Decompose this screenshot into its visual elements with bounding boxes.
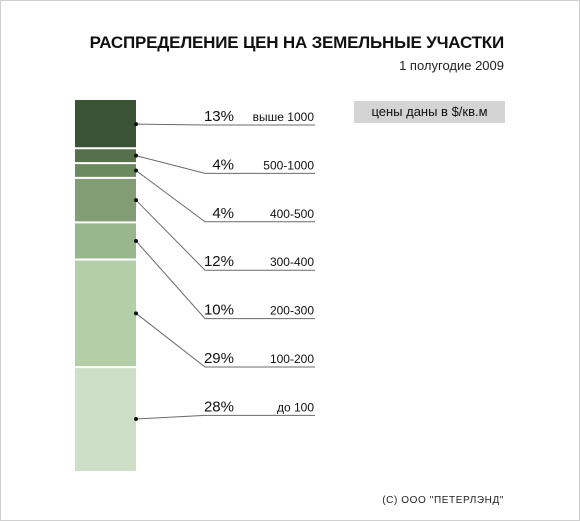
range-label: до 100 [277, 400, 314, 414]
leader-dot [134, 417, 138, 422]
bar-segment [75, 177, 136, 223]
range-label: 300-400 [270, 255, 314, 269]
unit-note-badge: цены даны в $/кв.м [354, 101, 505, 123]
leader-line [135, 199, 315, 271]
leader-dot [134, 153, 138, 158]
leader-dot [134, 168, 138, 173]
bar-segment [75, 100, 136, 149]
leader-line [135, 312, 315, 368]
bar-segment [75, 367, 136, 471]
copyright-footer: (С) ООО "ПЕТЕРЛЭНД" [382, 495, 504, 506]
leader-dot [134, 311, 138, 316]
range-label: 100-200 [270, 352, 314, 366]
leader-dot [134, 122, 138, 127]
bar-segment [75, 259, 136, 368]
range-label: 400-500 [270, 207, 314, 221]
chart-title: РАСПРЕДЕЛЕНИЕ ЦЕН НА ЗЕМЕЛЬНЫЕ УЧАСТКИ [89, 33, 505, 52]
percent-label: 13% [204, 108, 234, 125]
range-label: выше 1000 [253, 110, 315, 124]
range-label: 500-1000 [263, 158, 314, 172]
leader-dot [134, 198, 138, 203]
leader-line [135, 240, 315, 320]
percent-label: 28% [204, 398, 234, 415]
percent-label: 10% [204, 302, 234, 319]
chart-subtitle: 1 полугодие 2009 [399, 58, 504, 73]
bar-segment [75, 148, 136, 164]
percent-label: 4% [212, 156, 234, 173]
leader-line [135, 155, 315, 174]
bar-segment [75, 163, 136, 178]
leader-line [135, 414, 315, 420]
leader-line [135, 123, 315, 126]
percent-label: 4% [212, 205, 234, 222]
range-label: 200-300 [270, 304, 314, 318]
percent-label: 29% [204, 350, 234, 367]
leader-line [135, 170, 315, 223]
bar-segment [75, 222, 136, 260]
leader-dot [134, 238, 138, 243]
percent-label: 12% [204, 253, 234, 270]
